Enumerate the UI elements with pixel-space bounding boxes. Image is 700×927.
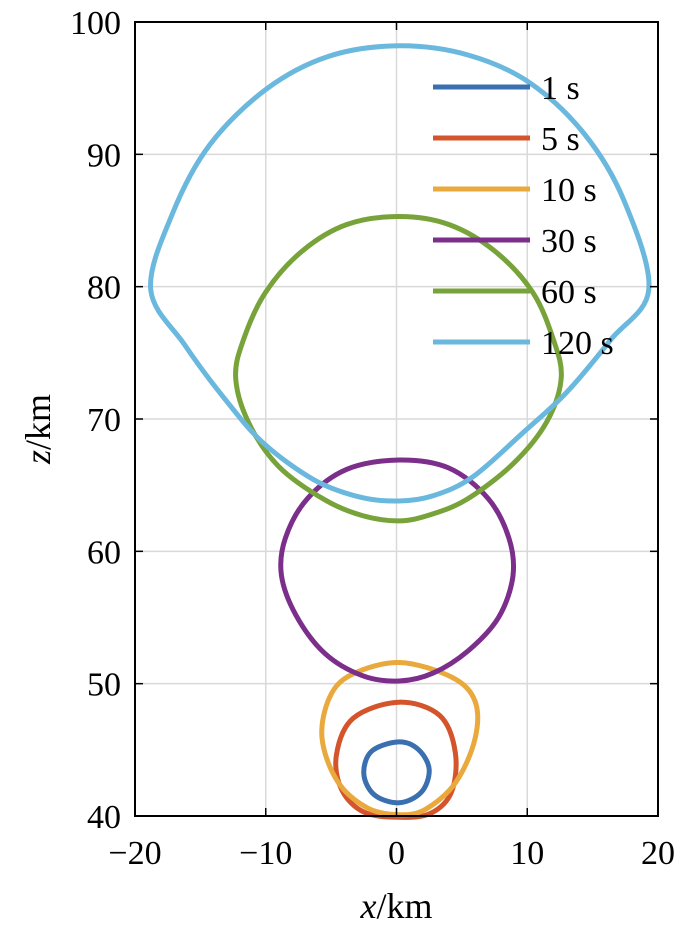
y-tick-label: 60 bbox=[87, 534, 121, 571]
y-axis-variable: z bbox=[18, 450, 58, 465]
x-axis-label: x/km bbox=[360, 886, 433, 926]
y-tick-label: 90 bbox=[87, 137, 121, 174]
series-line-0 bbox=[361, 739, 432, 806]
y-axis-unit: /km bbox=[18, 394, 58, 450]
y-tick-label: 70 bbox=[87, 402, 121, 439]
series-line-3 bbox=[278, 457, 517, 684]
x-axis-variable: x bbox=[360, 886, 377, 926]
y-axis-label: z/km bbox=[18, 394, 58, 465]
legend: 1 s 5 s 10 s 30 s 60 s 120 s bbox=[433, 70, 614, 362]
legend-label: 60 s bbox=[541, 274, 597, 311]
x-tick-label: 20 bbox=[641, 835, 675, 872]
x-tick-label: 10 bbox=[510, 835, 544, 872]
legend-label: 30 s bbox=[541, 223, 597, 260]
series-line-2 bbox=[319, 659, 481, 818]
series-line-1 bbox=[333, 699, 459, 820]
y-tick-label: 80 bbox=[87, 270, 121, 307]
x-tick-label: −20 bbox=[108, 835, 161, 872]
legend-label: 5 s bbox=[541, 121, 580, 158]
x-tick-label: 0 bbox=[388, 835, 405, 872]
series-line-4 bbox=[233, 214, 564, 524]
series-group bbox=[148, 43, 652, 820]
y-tick-label: 50 bbox=[87, 667, 121, 704]
x-axis-unit: /km bbox=[376, 886, 432, 926]
series-line-5 bbox=[148, 43, 652, 504]
legend-label: 120 s bbox=[541, 325, 614, 362]
legend-label: 10 s bbox=[541, 172, 597, 209]
x-tick-label: −10 bbox=[239, 835, 292, 872]
tick-labels-group: −20 −10 0 10 20 40 50 60 70 80 90 100 bbox=[70, 5, 675, 872]
y-tick-label: 100 bbox=[70, 5, 121, 42]
ticks-group bbox=[134, 21, 659, 817]
legend-label: 1 s bbox=[541, 70, 580, 107]
y-tick-label: 40 bbox=[87, 799, 121, 836]
